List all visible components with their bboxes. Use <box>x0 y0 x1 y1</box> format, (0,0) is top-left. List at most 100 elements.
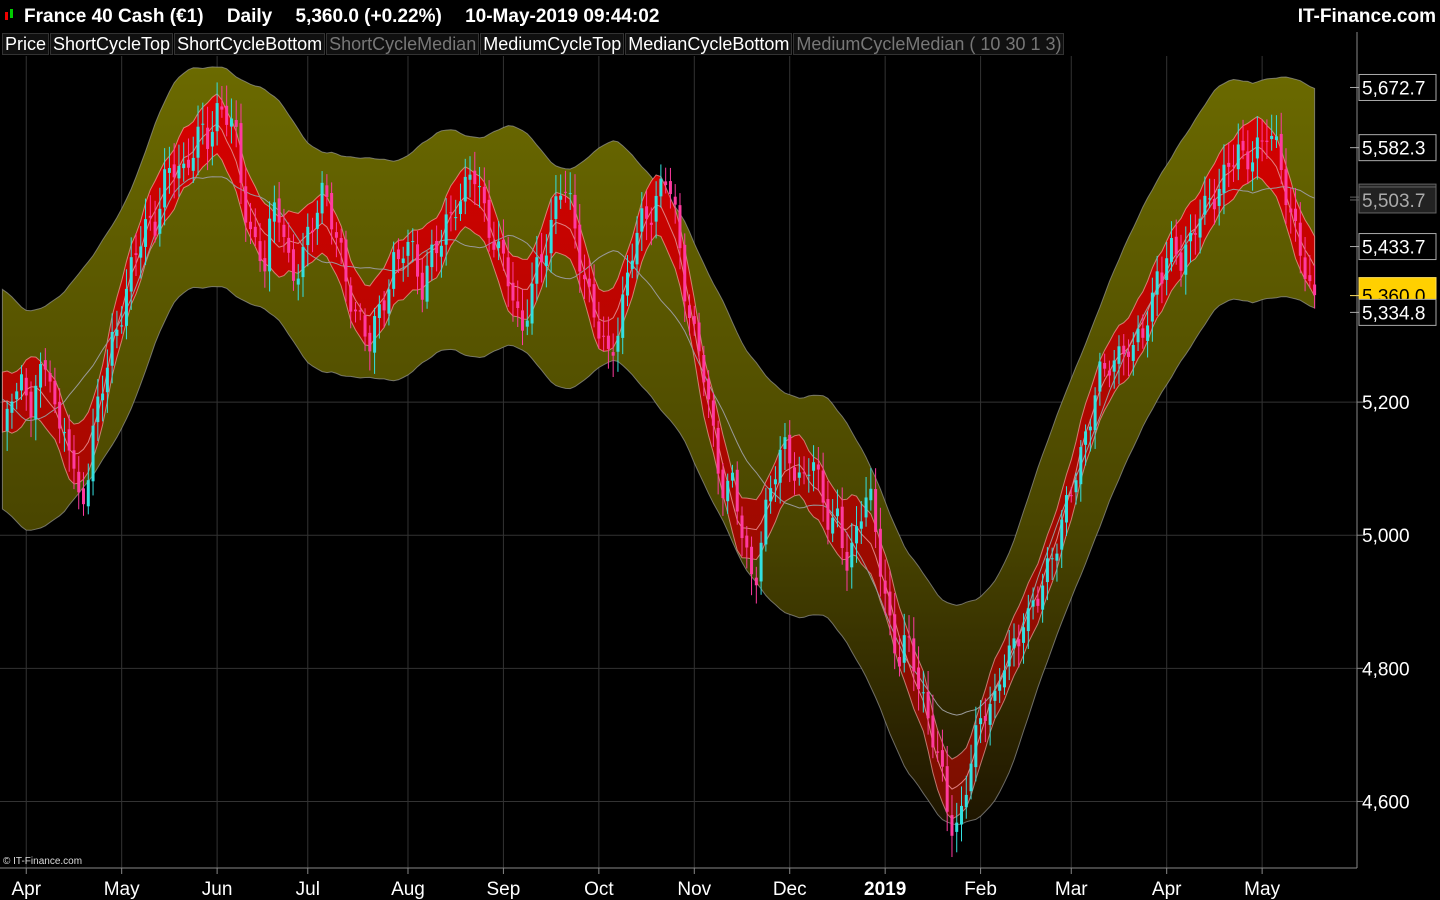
candle-body <box>1203 195 1207 215</box>
candle-body <box>1127 351 1131 357</box>
legend-item[interactable]: MediumCycleMedian ( 10 30 1 3) <box>793 33 1065 55</box>
candle-body <box>730 472 734 481</box>
candle-body <box>1169 237 1173 262</box>
legend-item[interactable]: MedianCycleBottom <box>625 33 793 55</box>
legend-item[interactable]: Price <box>2 33 50 55</box>
candle-body <box>339 237 343 243</box>
candle-body <box>296 278 300 285</box>
candle-body <box>110 331 114 366</box>
candle-body <box>635 232 639 265</box>
legend-item[interactable]: MediumCycleTop <box>480 33 625 55</box>
candle-body <box>668 181 672 195</box>
candle-body <box>439 245 443 257</box>
candle-body <box>282 224 286 237</box>
cycle-bands <box>1 66 1316 826</box>
legend-item[interactable]: ShortCycleMedian <box>326 33 480 55</box>
price-box-label: 5,433.7 <box>1362 238 1425 259</box>
candle-body <box>874 489 878 532</box>
candle-body <box>702 354 706 383</box>
candle-body <box>745 535 749 548</box>
legend-item[interactable]: ShortCycleTop <box>50 33 174 55</box>
price-box-bg <box>1358 233 1437 261</box>
y-tick-label: 5,000 <box>1362 526 1410 547</box>
candle-body <box>406 241 410 256</box>
candle-body <box>463 176 467 202</box>
price-axis-box: 5,582.3 <box>1350 134 1437 162</box>
candle-body <box>1141 328 1145 338</box>
candle-body <box>1074 480 1078 493</box>
x-tick-label: Oct <box>584 879 614 900</box>
x-tick-label: Aug <box>391 879 425 900</box>
candle-body <box>917 667 921 690</box>
candle-body <box>311 230 315 233</box>
candle-body <box>716 427 720 474</box>
candle-body <box>225 105 229 125</box>
candle-body <box>377 304 381 319</box>
candle-body <box>411 241 415 243</box>
price-axis-box: 5,672.7 <box>1350 73 1437 101</box>
candle-body <box>549 219 553 254</box>
copyright-label: © IT-Finance.com <box>3 856 83 867</box>
price-box-label: 5,334.8 <box>1362 303 1425 324</box>
candle-body <box>1060 519 1064 550</box>
candle-body <box>754 577 758 586</box>
title-bar: France 40 Cash (€1) Daily 5,360.0 (+0.22… <box>0 0 1440 32</box>
candle-body <box>812 462 816 471</box>
candle-body <box>29 391 33 418</box>
candle-body <box>191 157 195 171</box>
candle-body <box>602 335 606 337</box>
candle-body <box>792 467 796 481</box>
candle-body <box>1303 257 1307 279</box>
candle-body <box>807 474 811 476</box>
candle-body <box>1150 292 1154 322</box>
candle-body <box>673 196 677 205</box>
candle-body <box>249 221 253 230</box>
legend-item[interactable]: ShortCycleBottom <box>174 33 326 55</box>
candle-body <box>258 241 262 262</box>
candle-body <box>1255 137 1259 159</box>
y-tick-label: 5,200 <box>1362 393 1410 414</box>
candle-body <box>611 352 615 356</box>
candle-body <box>15 391 19 400</box>
candle-body <box>855 526 859 544</box>
candle-body <box>583 274 587 280</box>
candle-body <box>688 305 692 319</box>
candle-body <box>1279 133 1283 171</box>
candle-body <box>1236 144 1240 170</box>
candle-body <box>301 246 305 278</box>
price-axis-bg <box>1357 32 1440 868</box>
candle-body <box>392 252 396 289</box>
y-tick-label: 4,600 <box>1362 792 1410 813</box>
x-tick-label: Sep <box>487 879 521 900</box>
candle-body <box>1174 236 1178 255</box>
candle-body <box>1289 208 1293 213</box>
candle-body <box>1007 645 1011 667</box>
candle-body <box>24 377 28 396</box>
y-tick-label: 4,800 <box>1362 659 1410 680</box>
candle-body <box>1198 218 1202 238</box>
candle-body <box>1002 670 1006 688</box>
candle-icon <box>5 9 13 20</box>
candle-body <box>640 208 644 232</box>
time-axis-bg <box>0 868 1440 900</box>
candle-body <box>306 226 310 246</box>
candle-body <box>535 257 539 284</box>
period-label: Daily <box>226 6 273 27</box>
candle-body <box>215 103 219 132</box>
price-box-bg <box>1358 186 1437 214</box>
candle-body <box>511 282 515 301</box>
candle-body <box>487 199 491 238</box>
candle-body <box>864 497 868 518</box>
candle-body <box>158 208 162 234</box>
candle-body <box>425 265 429 302</box>
candle-body <box>845 551 849 571</box>
candle-body <box>129 257 133 292</box>
candle-body <box>53 380 57 405</box>
candle-body <box>826 499 830 530</box>
candle-body <box>1026 608 1030 632</box>
candle-body <box>1012 638 1016 648</box>
candle-body <box>540 254 544 263</box>
candle-body <box>525 320 529 327</box>
x-tick-label: Mar <box>1055 879 1088 900</box>
